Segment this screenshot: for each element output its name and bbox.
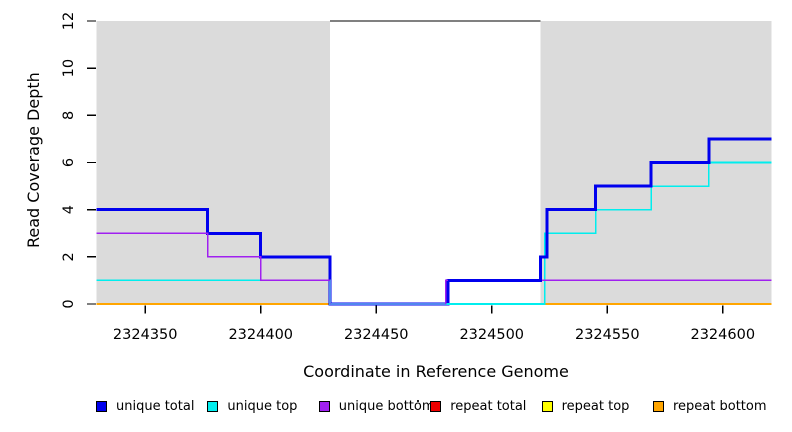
legend-item-unique-total: unique total	[96, 399, 194, 414]
legend-swatch-unique-total	[96, 401, 107, 412]
legend-swatch-repeat-top	[541, 401, 553, 412]
legend-label: unique total	[116, 399, 195, 414]
repeat-region-shading	[96, 21, 331, 304]
legend-item-repeat-top: repeat top	[541, 399, 630, 414]
coverage-chart: 2324350 2324400 2324450 2324500 2324550 23246…	[61, 12, 772, 343]
x-tick-label: 2324400	[228, 327, 293, 343]
legend-label: repeat top	[561, 399, 630, 414]
legend-item-repeat-bottom: repeat bottom	[653, 399, 767, 414]
x-tick-label: 2324550	[575, 327, 640, 343]
legend-swatch-repeat-total	[430, 401, 442, 412]
series-line-unique-total-overdraw	[447, 137, 772, 282]
series-line-unique-bottom	[96, 232, 772, 305]
y-axis-title: Read Coverage Depth	[24, 72, 43, 248]
legend-item-unique-top: unique top	[207, 399, 297, 414]
legend-item-unique-bottom: unique bottom	[318, 399, 435, 414]
legend-swatch-unique-bottom	[318, 401, 330, 412]
legend-swatch-unique-top	[207, 401, 219, 412]
legend-label: unique bottom	[338, 399, 435, 414]
y-tick-label: 8	[61, 111, 77, 120]
x-tick-label: 2324600	[690, 327, 755, 343]
y-tick-label: 12	[61, 12, 77, 30]
y-tick-label: 6	[61, 158, 77, 167]
x-tick-label: 2324350	[113, 327, 178, 343]
legend-label: repeat bottom	[673, 399, 767, 414]
stray-mark	[417, 400, 419, 402]
y-tick-label: 10	[61, 59, 77, 77]
x-tick-label: 2324500	[459, 327, 524, 343]
legend-item-repeat-total: repeat total	[430, 399, 526, 414]
legend-label: unique top	[227, 399, 298, 414]
legend: unique total unique top unique bottom repea…	[0, 399, 792, 417]
legend-swatch-repeat-bottom	[653, 401, 664, 412]
y-tick-label: 4	[61, 205, 77, 214]
y-tick-label: 2	[61, 252, 77, 261]
x-tick-label: 2324450	[344, 327, 409, 343]
legend-label: repeat total	[450, 399, 527, 414]
x-axis-title: Coordinate in Reference Genome	[303, 362, 569, 381]
y-tick-label: 0	[61, 299, 77, 308]
